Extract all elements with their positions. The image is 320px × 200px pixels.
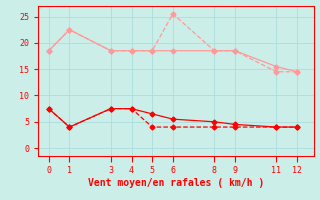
X-axis label: Vent moyen/en rafales ( km/h ): Vent moyen/en rafales ( km/h ) (88, 178, 264, 188)
